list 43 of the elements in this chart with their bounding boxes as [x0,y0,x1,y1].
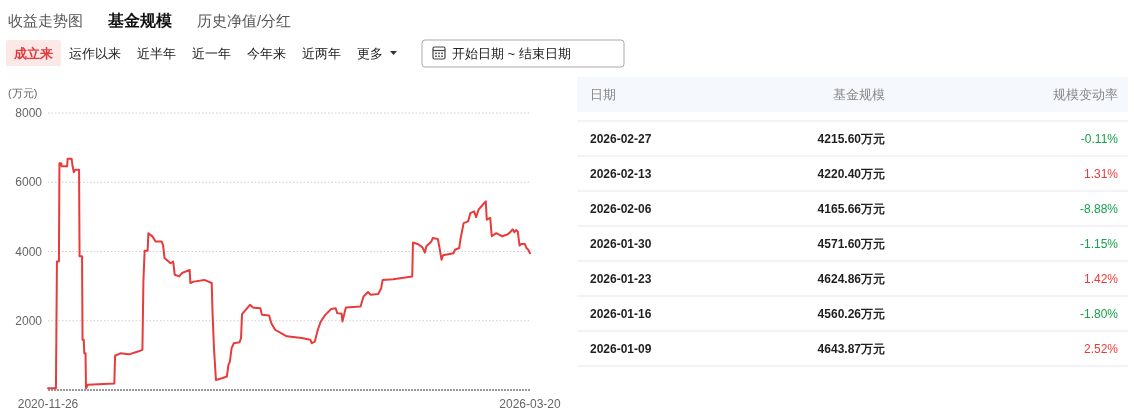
text: 开始日期 ~ 结束日期 [452,45,571,61]
text: 2026-02-06 [590,201,652,216]
text: 近半年 [137,45,176,61]
text: -0.11% [1080,131,1119,146]
y-axis-title: (万元) [8,87,38,99]
text: 日期 [590,86,616,102]
text: 收益走势图 [8,11,83,29]
text: 2026-01-30 [590,236,652,251]
text: 历史净值/分红 [197,11,292,29]
text: 近一年 [192,45,231,61]
text: 基金规模 [107,11,172,29]
text: -1.80% [1079,306,1119,321]
text: 4571.60万元 [817,236,885,251]
text: 1.31% [1083,166,1119,181]
line-series [47,157,531,390]
text: 规模变动率 [1053,86,1118,102]
text: 2026-01-16 [590,306,652,321]
text: 运作以来 [69,45,121,61]
text: 4624.86万元 [817,271,885,286]
text: 1.42% [1083,271,1119,286]
y-tick-label: 4000 [15,244,43,259]
text: 2026-01-09 [590,341,652,356]
text: -8.88% [1079,201,1119,216]
text: 4220.40万元 [817,166,885,181]
y-tick-label: 2000 [15,313,43,328]
text: 更多 [357,45,383,61]
text: -1.15% [1079,236,1119,251]
text: 2026-01-23 [590,271,652,286]
text: 近两年 [302,45,341,61]
y-tick-label: 6000 [15,175,43,190]
x-tick-label: 2026-03-20 [499,397,562,411]
y-tick-label: 8000 [15,106,43,120]
text: 成立来 [13,45,53,61]
text: 4215.60万元 [817,131,885,146]
text: 2026-02-13 [590,166,652,181]
text: 4643.87万元 [817,341,885,356]
text: 今年来 [247,45,286,61]
text: 2026-02-27 [590,131,652,146]
text: 2.52% [1083,341,1119,356]
text: 4560.26万元 [817,306,885,321]
x-tick-label: 2020-11-26 [17,397,79,411]
text: 4165.66万元 [817,201,885,216]
text: 基金规模 [833,86,885,102]
